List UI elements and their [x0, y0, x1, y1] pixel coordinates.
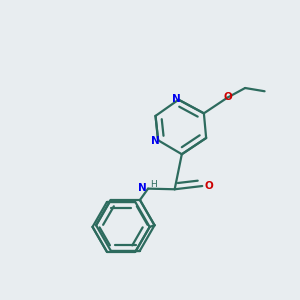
Text: N: N	[138, 183, 147, 193]
Text: O: O	[223, 92, 232, 102]
Text: N: N	[172, 94, 180, 104]
Text: N: N	[151, 136, 160, 146]
Text: H: H	[151, 180, 157, 189]
Text: O: O	[204, 181, 213, 191]
